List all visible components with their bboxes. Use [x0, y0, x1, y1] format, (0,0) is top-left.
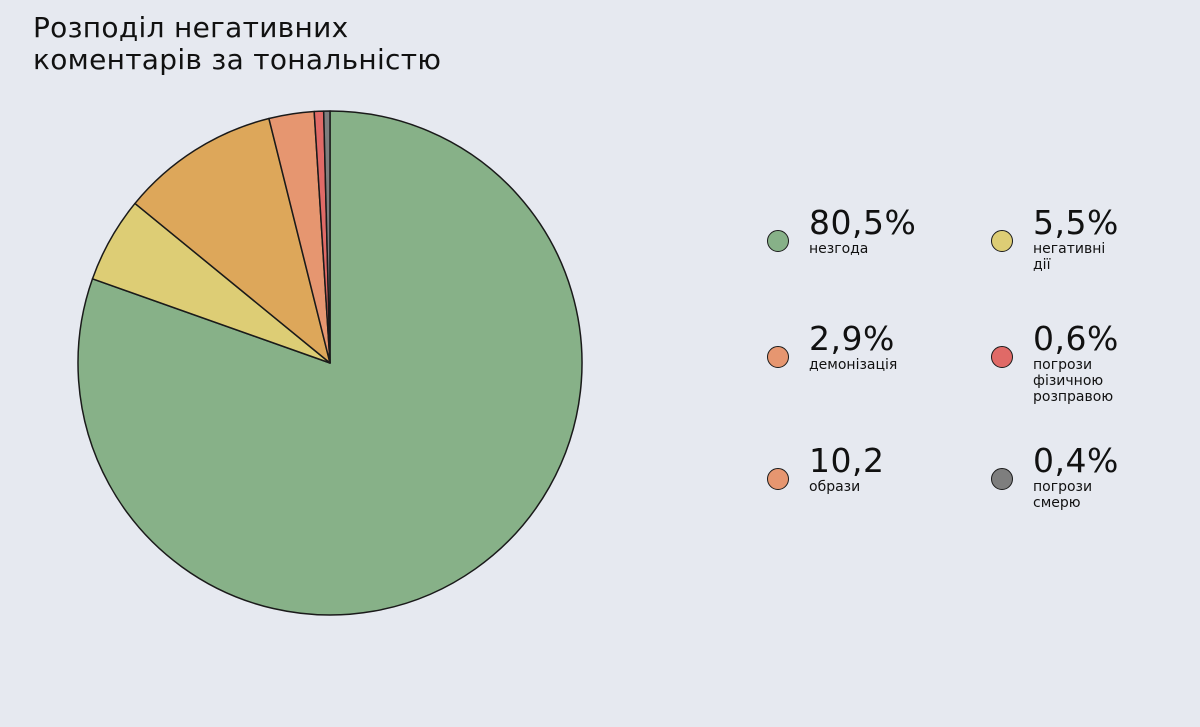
legend-label-line: фізичною [1033, 373, 1104, 389]
legend-label-line: образи [809, 479, 861, 495]
legend-swatch-physical-threats [991, 346, 1013, 368]
legend-value-physical-threats: 0,6% [1033, 319, 1119, 358]
legend-label-disagreement: незгода [809, 241, 949, 257]
legend-swatch-negative-actions [991, 230, 1013, 252]
legend-value-insults: 10,2 [809, 441, 885, 480]
legend-label-negative-actions: негативні дії [1033, 241, 1173, 273]
pie-slice-insults [134, 117, 331, 364]
legend-value-disagreement: 80,5% [809, 203, 917, 242]
legend-label-physical-threats: погрози фізичною розправою [1033, 357, 1173, 405]
legend-label-line: незгода [809, 241, 869, 257]
legend-label-insults: образи [809, 479, 949, 495]
legend-label-line: розправою [1033, 389, 1114, 405]
legend-label-line: негативні [1033, 241, 1106, 257]
legend-label-line: демонізація [809, 357, 898, 373]
legend-label-line: смерю [1033, 495, 1081, 511]
legend-swatch-demonization [767, 346, 789, 368]
legend-value-death-threats: 0,4% [1033, 441, 1119, 480]
pie-slice-death-threats [322, 110, 331, 364]
chart-title-line-1: Розподіл негативних [33, 11, 349, 44]
legend-value-demonization: 2,9% [809, 319, 895, 358]
legend-value-negative-actions: 5,5% [1033, 203, 1119, 242]
legend-swatch-death-threats [991, 468, 1013, 490]
chart-title: Розподіл негативних коментарів за тональ… [33, 12, 441, 76]
legend-label-line: дії [1033, 257, 1051, 273]
chart-title-line-2: коментарів за тональністю [33, 43, 442, 76]
legend-swatch-insults [767, 468, 789, 490]
legend-label-demonization: демонізація [809, 357, 949, 373]
legend-swatch-disagreement [767, 230, 789, 252]
legend-label-death-threats: погрози смерю [1033, 479, 1173, 511]
legend-label-line: погрози [1033, 479, 1093, 495]
legend-label-line: погрози [1033, 357, 1093, 373]
